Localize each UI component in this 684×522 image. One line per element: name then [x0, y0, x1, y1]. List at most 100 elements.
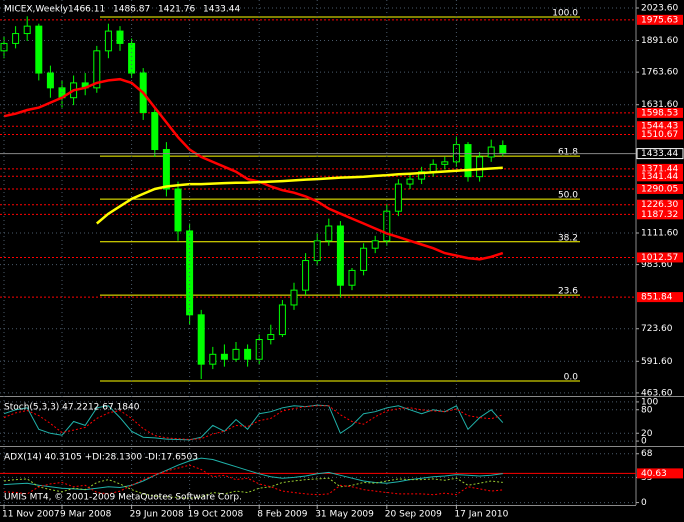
fib-label: 23.6: [558, 287, 578, 297]
candle-body: [290, 289, 298, 306]
last-price-box: [636, 148, 684, 160]
y-tick-label: 80: [641, 405, 653, 415]
price-level-label: 1341.44: [641, 172, 678, 182]
price-level-box: [637, 14, 683, 25]
x-tick-label: 29 Jun 2008: [130, 510, 184, 520]
candle-body: [476, 156, 484, 178]
candle-body: [116, 30, 124, 44]
candle-body: [0, 42, 8, 52]
price-level-label: 1598.53: [641, 108, 678, 118]
fib-label: 38.2: [558, 233, 578, 243]
header-value: 1421.76: [158, 5, 195, 15]
candle-body: [302, 260, 310, 291]
candle-body: [128, 42, 136, 74]
candle-body: [93, 50, 101, 89]
panel-title: Stoch(5,3,3) 47.2212 67.1840: [4, 403, 140, 413]
candle-body: [325, 225, 333, 242]
header-value: 1486.87: [113, 5, 150, 15]
candle-body: [313, 240, 321, 262]
candle-body: [46, 72, 54, 89]
indicator-line: [95, 166, 503, 225]
candle-body: [12, 33, 20, 44]
price-level-box: [637, 121, 683, 132]
indicator-line: [3, 477, 503, 499]
x-tick-label: 8 Feb 2009: [257, 510, 308, 520]
fib-label: 50.0: [558, 191, 578, 201]
price-level-box: [637, 107, 683, 118]
last-price-label: 1433.44: [641, 149, 678, 159]
price-level-label: 40.63: [641, 469, 667, 479]
candle-body: [394, 183, 402, 212]
candle-body: [267, 334, 275, 340]
price-level-label: 1290.05: [641, 184, 678, 194]
indicator-line: [3, 77, 504, 261]
y-tick-label: 983.60: [641, 260, 673, 270]
y-tick-label: 2023.60: [641, 3, 678, 13]
price-level-box: [637, 209, 683, 220]
price-level-box: [637, 292, 683, 303]
indicator-line: [3, 457, 503, 491]
header-value: 1433.44: [203, 5, 240, 15]
fib-label: 0.0: [564, 372, 579, 382]
y-tick-label: 1631.60: [641, 100, 678, 110]
y-tick-label: 1111.60: [641, 229, 678, 239]
y-tick-label: 1763.60: [641, 68, 678, 78]
candle-body: [418, 171, 426, 180]
x-tick-label: 17 Jan 2010: [454, 510, 508, 520]
x-tick-label: 20 Sep 2009: [385, 510, 442, 520]
candle-body: [464, 144, 472, 178]
y-tick-label: 68: [641, 449, 653, 459]
candle-body: [209, 353, 217, 365]
indicator-line: [3, 405, 503, 441]
price-level-label: 1975.63: [641, 15, 678, 25]
candle-body: [35, 25, 43, 74]
fib-label: 100.0: [552, 9, 578, 19]
candle-body: [441, 161, 449, 165]
candle-body: [197, 314, 205, 365]
price-level-label: 1012.57: [641, 253, 678, 263]
y-tick-label: 0: [641, 437, 647, 447]
candle-body: [104, 30, 112, 52]
y-tick-label: 463.60: [641, 388, 673, 398]
indicator-line: [3, 464, 503, 496]
candle-body: [499, 145, 507, 155]
candle-body: [232, 348, 240, 360]
candle-body: [406, 178, 414, 185]
price-level-box: [637, 252, 683, 263]
price-level-label: 1510.67: [641, 130, 678, 140]
y-tick-label: 1891.60: [641, 36, 678, 46]
candle-body: [371, 240, 379, 249]
candle-body: [162, 149, 170, 190]
x-tick-label: 9 Mar 2008: [60, 510, 112, 520]
price-level-box: [637, 199, 683, 210]
candle-body: [23, 25, 31, 35]
fib-label: 61.8: [558, 148, 578, 158]
copyright: UMIS MT4, © 2001-2009 MetaQuotes Softwar…: [4, 493, 242, 503]
price-level-label: 1544.43: [641, 122, 678, 132]
candle-body: [278, 304, 286, 336]
candle-body: [429, 163, 437, 173]
price-level-label: 1187.32: [641, 210, 678, 220]
y-tick-label: 100: [641, 397, 658, 407]
candle-body: [336, 225, 344, 286]
x-tick-label: 11 Nov 2007: [2, 510, 60, 520]
candle-body: [174, 188, 182, 232]
x-tick-label: 19 Oct 2008: [188, 510, 244, 520]
candle-body: [360, 247, 368, 271]
price-level-box: [637, 468, 683, 479]
panel-title: MICEX,Weekly: [4, 5, 69, 15]
y-tick-label: 723.60: [641, 324, 673, 334]
price-level-box: [637, 129, 683, 140]
candle-body: [255, 338, 263, 360]
price-level-box: [637, 183, 683, 194]
y-tick-label: 0: [641, 498, 647, 508]
price-level-box: [637, 171, 683, 182]
candle-body: [220, 353, 228, 360]
y-tick-label: 591.60: [641, 357, 673, 367]
panel-title: ADX(14) 40.3105 +DI:28.1300 -DI:17.6503: [4, 453, 198, 463]
candle-body: [151, 112, 159, 151]
x-tick-label: 31 May 2009: [315, 510, 374, 520]
candle-body: [244, 348, 252, 360]
header-value: 1466.11: [68, 5, 105, 15]
